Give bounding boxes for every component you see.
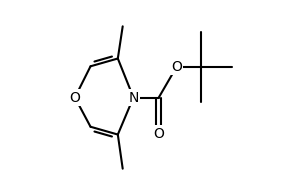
- Text: O: O: [153, 127, 164, 141]
- Text: O: O: [70, 90, 80, 105]
- Text: O: O: [171, 60, 182, 74]
- Text: N: N: [128, 90, 139, 105]
